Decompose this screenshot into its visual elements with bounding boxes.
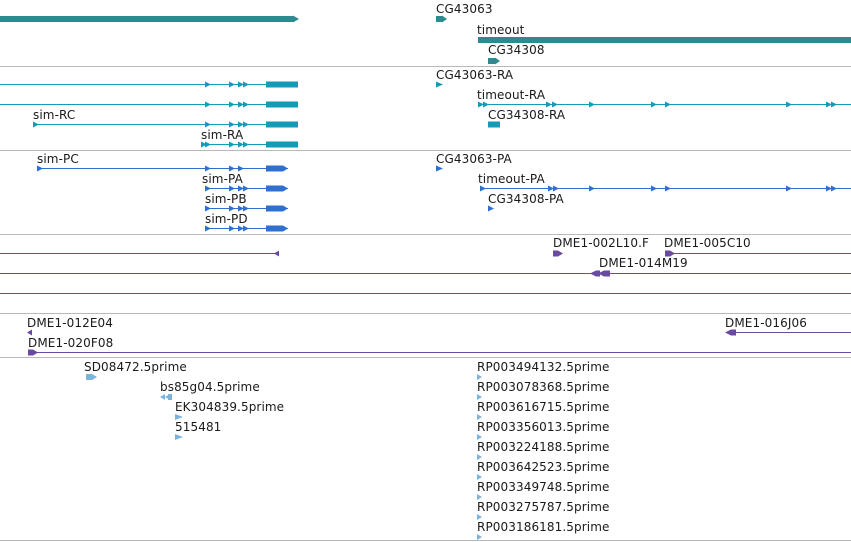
est-label-rp003494132[interactable]: RP003494132.5prime <box>477 360 610 374</box>
clone-track-lower <box>27 329 851 356</box>
transcript-cg43063-ra[interactable] <box>436 81 443 88</box>
transcript-sim-rd[interactable] <box>0 101 298 108</box>
transcript-sim-ra[interactable] <box>201 141 298 148</box>
est-sd08472[interactable] <box>86 374 97 380</box>
est-515481[interactable] <box>175 434 183 440</box>
est-label-rp003078368[interactable]: RP003078368.5prime <box>477 380 610 394</box>
clone-label-dme1-014m19[interactable]: DME1-014M19 <box>599 256 688 270</box>
clone-label-dme1-020f08[interactable]: DME1-020F08 <box>28 336 114 350</box>
est-label-sd08472[interactable]: SD08472.5prime <box>84 360 187 374</box>
clone-dme1-014m19[interactable] <box>0 270 851 277</box>
track-separator <box>0 357 851 358</box>
est-label-rp003642523[interactable]: RP003642523.5prime <box>477 460 610 474</box>
track-separator <box>0 234 851 235</box>
track-separator <box>0 66 851 67</box>
protein-sim-pa[interactable] <box>205 185 288 192</box>
protein-cg34308-pa[interactable] <box>488 205 494 212</box>
protein-cg43063-pa[interactable] <box>436 165 443 172</box>
est-rp003356013[interactable] <box>477 434 482 440</box>
transcript-label-timeout-ra[interactable]: timeout-RA <box>477 88 546 102</box>
est-rp003349748[interactable] <box>477 494 482 500</box>
est-label-bs85g04[interactable]: bs85g04.5prime <box>160 380 260 394</box>
protein-label-sim-pd[interactable]: sim-PD <box>205 212 248 226</box>
protein-sim-pd[interactable] <box>205 225 288 232</box>
clone-dme1-002l10f[interactable] <box>553 250 563 257</box>
protein-label-sim-pb[interactable]: sim-PB <box>205 192 247 206</box>
est-rp003224188[interactable] <box>477 454 482 460</box>
protein-sim-pb[interactable] <box>205 205 288 212</box>
clone-feature-left[interactable] <box>0 250 279 257</box>
transcript-label-sim-rc[interactable]: sim-RC <box>33 108 76 122</box>
gene-feature-timeout[interactable] <box>478 37 851 43</box>
est-label-rp003349748[interactable]: RP003349748.5prime <box>477 480 610 494</box>
est-label-rp003356013[interactable]: RP003356013.5prime <box>477 420 610 434</box>
est-label-rp003224188[interactable]: RP003224188.5prime <box>477 440 610 454</box>
gene-feature-cg34308[interactable] <box>488 57 500 65</box>
est-rp003078368[interactable] <box>477 394 482 400</box>
est-label-ek304839[interactable]: EK304839.5prime <box>175 400 285 414</box>
est-label-rp003275787[interactable]: RP003275787.5prime <box>477 500 610 514</box>
clone-label-dme1-012e04[interactable]: DME1-012E04 <box>27 316 113 330</box>
clone-label-dme1-005c10[interactable]: DME1-005C10 <box>664 236 751 250</box>
est-rp003494132[interactable] <box>477 374 482 380</box>
transcript-sim-rc[interactable] <box>33 121 298 128</box>
gene-feature-cg43063[interactable] <box>436 15 447 23</box>
est-label-515481[interactable]: 515481 <box>175 420 222 434</box>
protein-label-cg34308-pa[interactable]: CG34308-PA <box>488 192 564 206</box>
gene-label-timeout[interactable]: timeout <box>477 23 525 37</box>
gene-label-cg34308[interactable]: CG34308 <box>488 43 545 57</box>
clone-dme1-005c10[interactable] <box>665 250 851 257</box>
est-label-rp003616715[interactable]: RP003616715.5prime <box>477 400 610 414</box>
transcript-label-cg34308-ra[interactable]: CG34308-RA <box>488 108 566 122</box>
clone-dme1-012e04[interactable] <box>27 329 32 336</box>
est-rp003275787[interactable] <box>477 514 482 520</box>
est-rp003616715[interactable] <box>477 414 482 420</box>
transcript-sim-rb[interactable] <box>0 81 298 88</box>
est-label-rp003186181[interactable]: RP003186181.5prime <box>477 520 610 534</box>
clone-label-dme1-002l10f[interactable]: DME1-002L10.F <box>553 236 650 250</box>
gene-label-cg43063[interactable]: CG43063 <box>436 2 493 16</box>
est-rp003642523[interactable] <box>477 474 482 480</box>
gene-feature-sim[interactable] <box>0 15 299 23</box>
est-ek304839[interactable] <box>175 414 183 420</box>
protein-sim-pc[interactable] <box>37 165 288 172</box>
protein-timeout-pa[interactable] <box>480 185 851 192</box>
transcript-cg34308-ra[interactable] <box>488 121 500 128</box>
est-rp003186181[interactable] <box>477 534 482 540</box>
clone-dme1-016j06[interactable] <box>725 329 851 336</box>
clone-track-upper <box>0 250 851 294</box>
track-separator <box>0 150 851 151</box>
track-separator <box>0 540 851 541</box>
protein-label-sim-pc[interactable]: sim-PC <box>37 152 79 166</box>
est-track <box>86 374 482 540</box>
clone-label-dme1-016j06[interactable]: DME1-016J06 <box>725 316 807 330</box>
gene-track <box>0 15 851 65</box>
transcript-label-cg43063-ra[interactable]: CG43063-RA <box>436 68 514 82</box>
est-bs85g04[interactable] <box>160 394 172 400</box>
protein-track <box>37 165 851 232</box>
protein-label-sim-pa[interactable]: sim-PA <box>202 172 243 186</box>
protein-label-cg43063-pa[interactable]: CG43063-PA <box>436 152 512 166</box>
transcript-label-sim-ra[interactable]: sim-RA <box>201 128 244 142</box>
transcript-timeout-ra[interactable] <box>478 101 851 108</box>
mrna-track <box>0 81 851 148</box>
protein-label-timeout-pa[interactable]: timeout-PA <box>478 172 545 186</box>
track-separator <box>0 313 851 314</box>
clone-dme1-020f08[interactable] <box>28 349 851 356</box>
